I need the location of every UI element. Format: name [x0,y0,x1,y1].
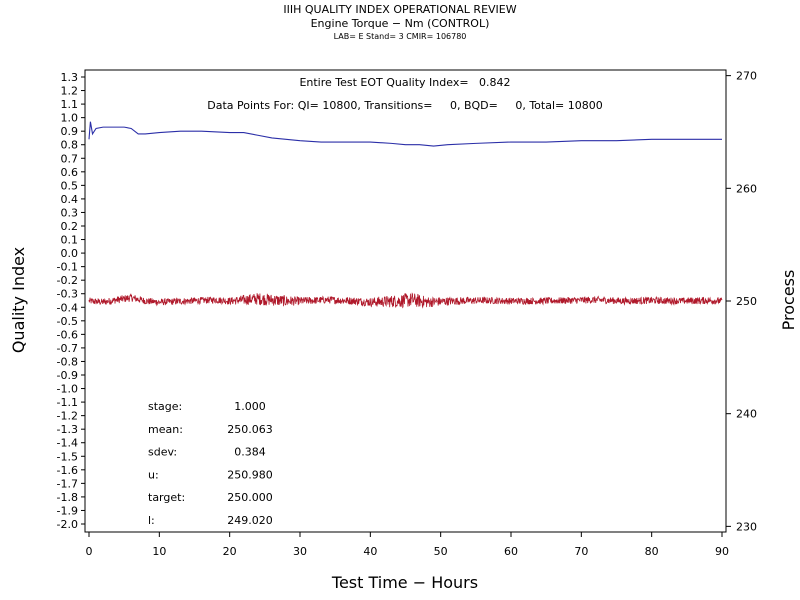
y-tick-label: -0.2 [57,274,78,287]
x-tick-label: 10 [152,545,166,558]
y-tick-label: 0.7 [61,152,79,165]
y2-tick-label: 250 [736,295,757,308]
y-tick-label: -0.1 [57,261,78,274]
y-tick-label: -0.4 [57,301,78,314]
chart-subtitle: Engine Torque − Nm (CONTROL) [310,17,490,30]
process-series-line [88,292,723,309]
stat-value: 249.020 [227,514,273,527]
y-tick-label: -0.3 [57,288,78,301]
lab-info-line: LAB= E Stand= 3 CMIR= 106780 [333,32,467,41]
y-tick-label: 0.0 [61,247,79,260]
y-tick-label: -1.8 [57,491,78,504]
y-tick-label: -1.0 [57,383,78,396]
y-axis-label: Quality Index [9,247,28,353]
right-axis: 270 260 250 240 230 [726,70,757,533]
stat-value: 250.000 [227,491,273,504]
y-tick-label: 1.0 [61,112,79,125]
x-tick-label: 50 [434,545,448,558]
y-tick-label: 0.5 [61,179,79,192]
stat-label: stage: [148,400,182,413]
y-tick-label: 1.2 [61,85,79,98]
stat-value: 1.000 [234,400,266,413]
y-tick-label: 0.6 [61,166,79,179]
y2-tick-label: 230 [736,520,757,533]
left-axis: 1.31.21.11.00.90.80.70.60.50.40.30.20.10… [57,71,85,531]
stat-label: l: [148,514,155,527]
y-tick-label: -1.3 [57,423,78,436]
y-tick-label: -1.1 [57,396,78,409]
stat-label: u: [148,468,159,481]
x-tick-label: 90 [715,545,729,558]
y-tick-label: 1.3 [61,71,79,84]
x-tick-label: 0 [86,545,93,558]
y-tick-label: -0.5 [57,315,78,328]
x-tick-label: 20 [223,545,237,558]
y-tick-label: -0.7 [57,342,78,355]
stat-value: 0.384 [234,446,266,459]
y2-axis-label: Process [779,270,798,331]
y-tick-label: -0.6 [57,328,78,341]
x-tick-label: 70 [574,545,588,558]
stat-label: mean: [148,423,183,436]
y-tick-label: 1.1 [61,98,79,111]
y-tick-label: 0.8 [61,139,79,152]
chart-title: IIIH QUALITY INDEX OPERATIONAL REVIEW [283,3,517,16]
y-tick-label: 0.3 [61,206,79,219]
x-tick-label: 80 [645,545,659,558]
y-tick-label: 0.4 [61,193,79,206]
x-tick-label: 30 [293,545,307,558]
stat-label: target: [148,491,185,504]
data-points-text: Data Points For: QI= 10800, Transitions=… [207,99,602,112]
stats-block: stage: 1.000 mean: 250.063 sdev: 0.384 u: 250.9… [148,400,273,527]
y2-tick-label: 240 [736,408,757,421]
eot-quality-index-text: Entire Test EOT Quality Index= 0.842 [299,76,510,89]
y-tick-label: 0.1 [61,234,79,247]
y-tick-label: -0.8 [57,355,78,368]
stat-value: 250.063 [227,423,273,436]
series-layer [88,121,723,309]
stat-value: 250.980 [227,468,273,481]
y-tick-label: -1.4 [57,437,78,450]
x-axis-label: Test Time − Hours [331,573,478,592]
y-tick-label: -1.7 [57,477,78,490]
y-tick-label: -1.2 [57,410,78,423]
x-tick-label: 40 [363,545,377,558]
y2-tick-label: 260 [736,182,757,195]
quality-index-series-line [88,121,722,147]
bottom-axis: 0 10 20 30 40 50 60 70 80 90 [86,532,729,558]
x-tick-label: 60 [504,545,518,558]
y-tick-label: 0.9 [61,125,79,138]
y-tick-label: -2.0 [57,518,78,531]
stat-label: sdev: [148,446,177,459]
y2-tick-label: 270 [736,70,757,83]
y-tick-label: -0.9 [57,369,78,382]
y-tick-label: -1.5 [57,450,78,463]
y-tick-label: -1.9 [57,504,78,517]
y-tick-label: -1.6 [57,464,78,477]
plot-frame [84,69,727,533]
y-tick-label: 0.2 [61,220,79,233]
